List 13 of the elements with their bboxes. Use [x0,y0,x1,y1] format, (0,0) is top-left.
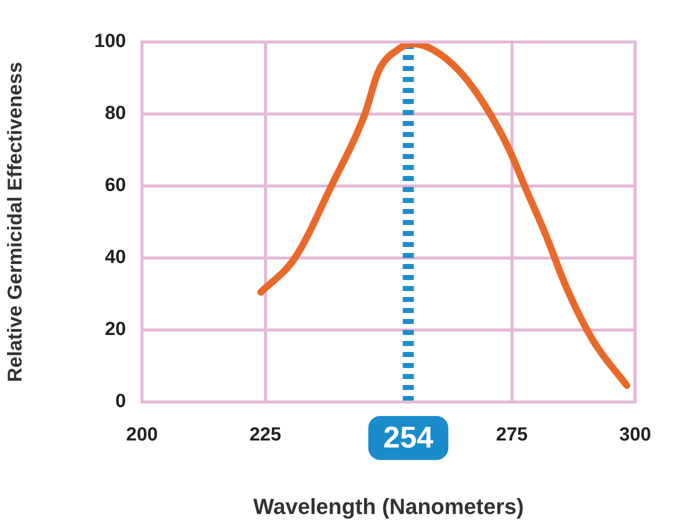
y-axis-title: Relative Germicidal Effectiveness [4,62,27,382]
x-tick-label: 275 [496,424,528,446]
y-tick-label: 60 [104,175,126,196]
x-tick-label: 300 [619,424,651,446]
x-tick-label: 200 [126,424,158,446]
x-tick-label: 225 [249,424,282,446]
x-axis-title: Wavelength (Nanometers) [253,494,524,519]
y-tick-label: 80 [104,103,126,124]
y-tick-label: 40 [104,247,126,268]
y-tick-label: 100 [94,31,126,52]
y-tick-label: 20 [104,319,126,340]
y-tick-label: 0 [115,391,126,412]
ref-line-label: 254 [383,421,434,454]
